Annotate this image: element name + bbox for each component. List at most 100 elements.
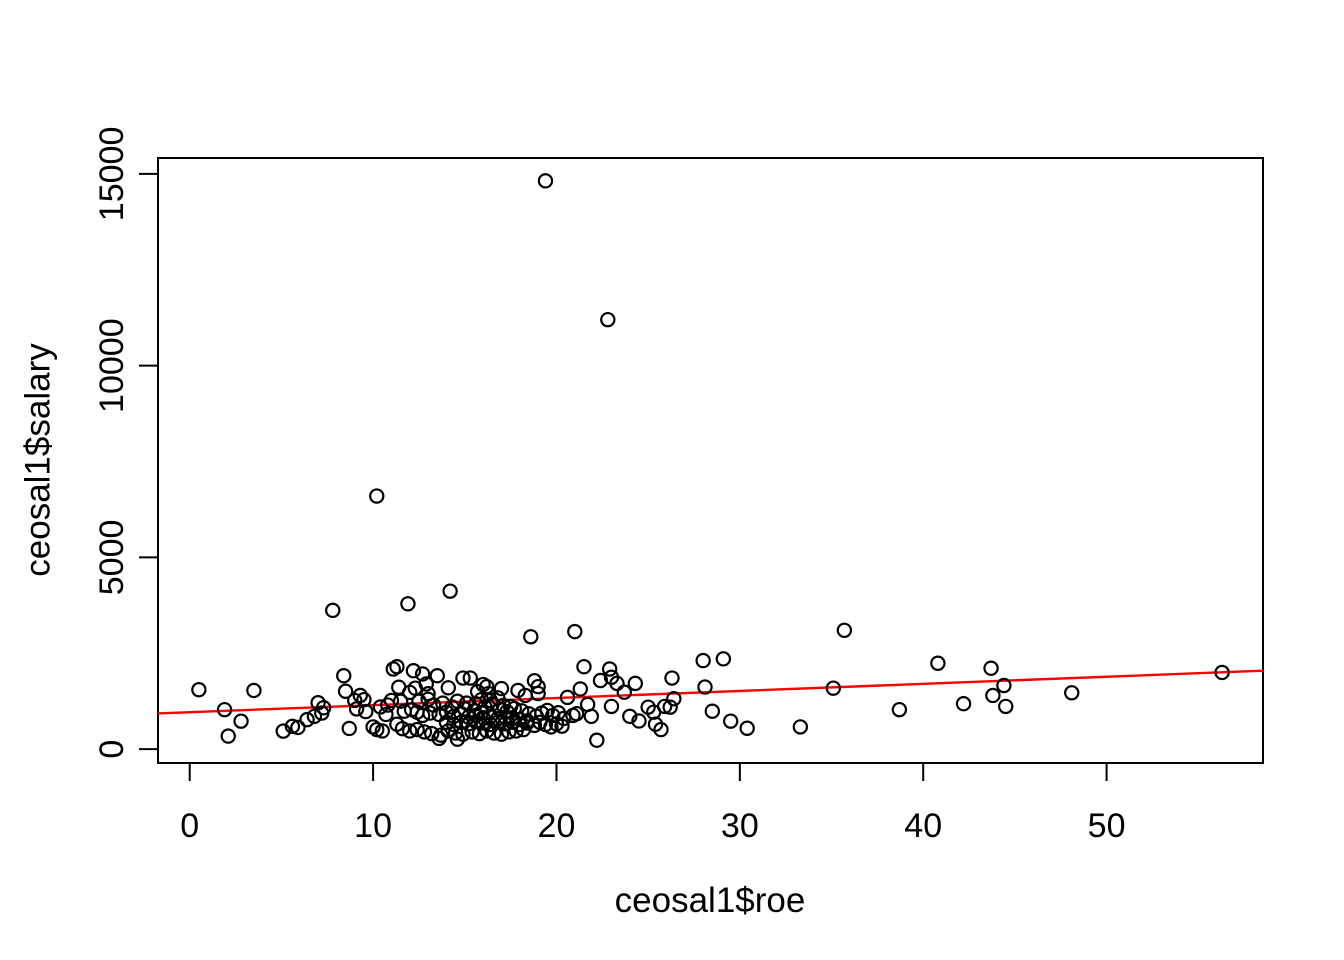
data-point — [411, 693, 427, 709]
data-point — [275, 723, 291, 739]
data-point — [429, 668, 445, 684]
data-point — [409, 721, 425, 738]
data-point — [592, 672, 609, 689]
data-point — [697, 679, 713, 695]
data-point — [836, 622, 853, 638]
data-point — [554, 718, 570, 734]
data-point — [739, 720, 755, 736]
data-point — [493, 680, 510, 697]
data-point — [233, 713, 249, 729]
data-point — [369, 488, 385, 504]
y-axis-title: ceosal1$salary — [19, 343, 58, 577]
data-point — [616, 684, 633, 700]
data-point — [722, 713, 739, 729]
data-point — [572, 681, 589, 697]
data-point — [523, 629, 539, 645]
data-point — [666, 691, 682, 707]
data-point — [471, 725, 488, 742]
data-point — [365, 719, 381, 735]
scatter-points — [191, 173, 1230, 748]
data-point — [792, 719, 809, 735]
data-point — [464, 724, 480, 740]
data-point — [394, 720, 411, 737]
data-point — [299, 711, 315, 728]
data-point — [378, 706, 394, 723]
data-point — [336, 668, 352, 684]
x-tick-label: 40 — [904, 807, 942, 845]
data-point — [567, 623, 583, 640]
data-point — [583, 708, 600, 725]
data-point — [955, 696, 972, 712]
x-axis: 0 10 20 30 40 50 — [180, 763, 1125, 845]
data-point — [537, 173, 554, 189]
data-point — [825, 680, 842, 696]
data-point — [891, 701, 908, 718]
data-point — [985, 687, 1001, 704]
data-point — [284, 718, 301, 735]
x-tick-label: 30 — [721, 807, 759, 845]
data-point — [400, 596, 416, 612]
data-point — [416, 724, 433, 740]
data-point — [930, 655, 946, 671]
data-point — [530, 678, 546, 695]
y-tick-label: 10000 — [93, 318, 131, 413]
data-point — [306, 708, 323, 725]
data-point — [348, 701, 365, 717]
data-point — [315, 700, 332, 716]
data-point — [559, 689, 576, 706]
data-point — [704, 703, 721, 719]
data-point — [493, 726, 510, 742]
data-point — [435, 695, 451, 711]
x-tick-label: 0 — [180, 807, 199, 845]
data-point — [446, 716, 462, 733]
data-point — [433, 727, 449, 743]
data-point — [341, 720, 357, 737]
data-point — [325, 602, 341, 619]
data-point — [480, 685, 497, 702]
data-point — [983, 660, 999, 676]
data-point — [601, 661, 618, 677]
data-point — [422, 705, 438, 721]
data-point — [462, 670, 478, 686]
data-point — [653, 721, 669, 738]
data-point — [414, 666, 431, 682]
x-tick-label: 10 — [354, 807, 392, 845]
data-point — [337, 683, 354, 699]
y-tick-label: 5000 — [93, 520, 131, 596]
data-point — [246, 682, 262, 699]
data-point — [664, 670, 680, 686]
data-point — [715, 651, 732, 667]
data-point — [1064, 685, 1080, 701]
y-tick-label: 15000 — [93, 127, 131, 222]
data-point — [290, 719, 306, 736]
plot-box — [157, 157, 1264, 764]
data-point — [402, 723, 418, 739]
x-axis-title: ceosal1$roe — [615, 881, 806, 920]
data-point — [220, 728, 236, 744]
data-point — [405, 663, 422, 679]
data-point — [600, 311, 616, 328]
data-point — [622, 708, 638, 725]
data-point — [576, 659, 592, 675]
data-point — [530, 685, 546, 702]
data-point — [589, 732, 605, 748]
data-point — [556, 710, 572, 727]
data-point — [440, 680, 456, 696]
data-point — [216, 701, 233, 718]
data-point — [479, 678, 495, 695]
data-point — [389, 659, 405, 675]
data-point — [383, 692, 400, 709]
data-point — [603, 698, 620, 715]
data-point — [418, 676, 434, 692]
data-point — [568, 705, 585, 722]
y-axis: 0 5000 10000 15000 — [93, 127, 158, 759]
data-point — [627, 675, 644, 692]
data-point — [631, 713, 647, 729]
data-point — [414, 707, 431, 724]
data-point — [1214, 664, 1230, 681]
data-point — [374, 723, 390, 739]
data-point — [501, 724, 517, 740]
x-tick-label: 20 — [538, 807, 576, 845]
data-point — [442, 583, 458, 599]
